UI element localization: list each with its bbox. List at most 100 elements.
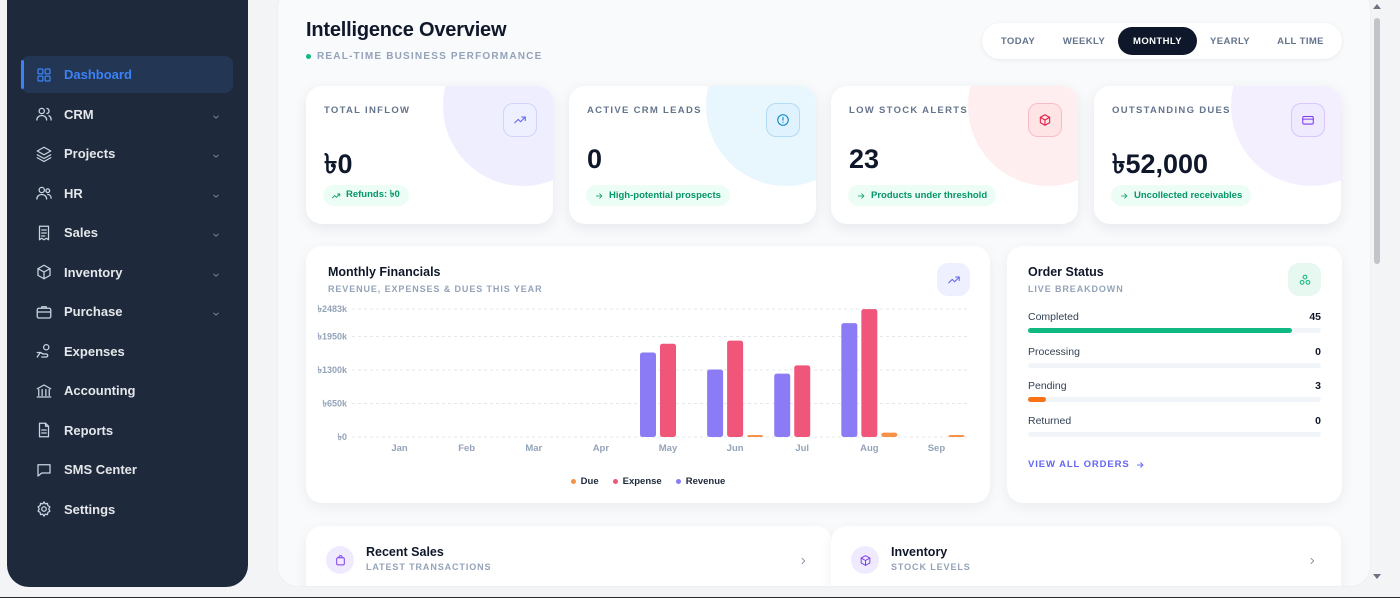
order-status-fill	[1028, 328, 1292, 333]
sidebar-item-label: Accounting	[64, 383, 136, 398]
sidebar-item-label: Sales	[64, 225, 98, 240]
time-range-tabs: TODAY WEEKLY MONTHLY YEARLY ALL TIME	[982, 23, 1342, 59]
sidebar-item-sms-center[interactable]: SMS Center	[21, 451, 233, 488]
hub-icon[interactable]	[1288, 263, 1321, 296]
page-scrollbar[interactable]	[1371, 0, 1383, 586]
hand-coins-icon	[35, 342, 53, 360]
chevron-down-icon[interactable]	[211, 188, 221, 198]
sidebar-item-inventory[interactable]: Inventory	[21, 254, 233, 291]
financials-title: Monthly Financials	[328, 265, 441, 279]
outstanding-dues-card[interactable]: OUTSTANDING DUES ৳52,000 Uncollected recei…	[1094, 86, 1341, 224]
sidebar-item-hr[interactable]: HR	[21, 175, 233, 212]
order-status-title: Order Status	[1028, 265, 1104, 279]
scroll-up-arrow-icon[interactable]	[1373, 4, 1381, 9]
arrow-right-icon	[1136, 461, 1144, 468]
stat-value: 0	[587, 144, 603, 174]
range-tab-yearly[interactable]: YEARLY	[1209, 35, 1251, 47]
sidebar-item-projects[interactable]: Projects	[21, 135, 233, 172]
chevron-down-icon[interactable]	[211, 148, 221, 158]
sidebar-item-crm[interactable]: CRM	[21, 96, 233, 133]
legend-item-due[interactable]: Due	[570, 476, 599, 487]
y-tick-label: ৳1950k	[317, 331, 348, 341]
bar-revenue-jul[interactable]	[774, 373, 791, 437]
sidebar-item-expenses[interactable]: Expenses	[21, 333, 233, 370]
chevron-down-icon[interactable]	[211, 267, 221, 277]
trend-up-icon[interactable]	[937, 263, 970, 296]
order-status-row: Returned 0	[1028, 415, 1321, 445]
user-group-icon	[35, 184, 53, 202]
live-indicator-dot	[306, 54, 311, 59]
order-status-track	[1028, 362, 1321, 368]
cube-icon	[1028, 103, 1062, 137]
range-tab-all-time[interactable]: ALL TIME	[1277, 35, 1324, 47]
total-inflow-card[interactable]: TOTAL INFLOW ৳0 Refunds: ৳0	[306, 86, 553, 224]
order-status-label: Returned	[1028, 414, 1072, 427]
bar-due-aug[interactable]	[881, 432, 898, 437]
sidebar-item-sales[interactable]: Sales	[21, 214, 233, 251]
legend-label: Due	[580, 476, 599, 487]
card-glow	[1231, 86, 1341, 186]
chevron-down-icon[interactable]	[211, 227, 221, 237]
stat-value: ৳0	[324, 149, 353, 179]
card-glow	[706, 86, 816, 186]
window-bottom-edge	[0, 597, 1400, 602]
range-tab-monthly[interactable]: MONTHLY	[1118, 27, 1197, 55]
bar-revenue-aug[interactable]	[841, 323, 858, 437]
receipt-icon	[35, 224, 53, 242]
bank-icon	[35, 382, 53, 400]
inventory-panel[interactable]: Inventory STOCK LEVELS	[831, 526, 1341, 586]
legend-item-expense[interactable]: Expense	[612, 476, 662, 487]
bar-expense-jul[interactable]	[794, 365, 811, 437]
credit-card-icon	[1291, 103, 1325, 137]
trend-up-icon	[503, 103, 537, 137]
bar-expense-jun[interactable]	[727, 340, 744, 437]
scroll-down-arrow-icon[interactable]	[1373, 574, 1381, 579]
sidebar-item-settings[interactable]: Settings	[21, 491, 233, 528]
order-status-count: 3	[1315, 380, 1321, 392]
x-tick-label: Jan	[391, 443, 408, 454]
box-icon	[35, 263, 53, 281]
chevron-right-icon[interactable]	[798, 553, 808, 565]
bar-due-sep[interactable]	[948, 434, 965, 437]
scroll-thumb[interactable]	[1374, 18, 1380, 264]
order-status-count: 0	[1315, 345, 1321, 358]
legend-label: Revenue	[685, 476, 726, 487]
chevron-down-icon[interactable]	[211, 109, 221, 119]
card-glow	[968, 86, 1078, 186]
low-stock-alerts-card[interactable]: LOW STOCK ALERTS 23 Products under thresho…	[831, 86, 1078, 224]
sidebar-item-reports[interactable]: Reports	[21, 412, 233, 449]
y-tick-label: ৳1300k	[317, 365, 348, 375]
chevron-right-icon[interactable]	[1307, 553, 1317, 565]
view-all-orders-link[interactable]: VIEW ALL ORDERS	[1028, 459, 1145, 470]
x-tick-label: Apr	[593, 443, 610, 454]
x-tick-label: Jun	[727, 443, 744, 454]
sidebar-item-purchase[interactable]: Purchase	[21, 293, 233, 330]
order-status-row: Completed 45	[1028, 311, 1321, 341]
chevron-down-icon[interactable]	[211, 306, 221, 316]
range-tab-weekly[interactable]: WEEKLY	[1062, 35, 1106, 47]
x-tick-label: Mar	[525, 443, 542, 454]
bar-revenue-may[interactable]	[640, 352, 656, 437]
active-crm-leads-card[interactable]: ACTIVE CRM LEADS 0 High-potential prospect…	[569, 86, 816, 224]
legend-item-revenue[interactable]: Revenue	[675, 476, 726, 487]
order-status-fill	[1028, 397, 1046, 402]
x-tick-label: Aug	[860, 443, 879, 454]
recent-sales-panel[interactable]: Recent Sales LATEST TRANSACTIONS	[306, 526, 832, 586]
layers-icon	[35, 145, 53, 163]
sidebar-nav: Dashboard CRM Projects HR Sales Inventory Purc…	[21, 56, 233, 530]
sidebar-item-label: Inventory	[64, 264, 123, 280]
x-tick-label: May	[659, 443, 678, 454]
bar-revenue-jun[interactable]	[707, 369, 724, 437]
stat-label: ACTIVE CRM LEADS	[587, 105, 702, 116]
bar-due-jun[interactable]	[747, 435, 764, 437]
legend-dot	[675, 479, 681, 484]
bar-expense-aug[interactable]	[861, 309, 878, 437]
sidebar-item-label: HR	[64, 185, 83, 201]
sidebar-item-dashboard[interactable]: Dashboard	[21, 56, 233, 93]
range-tab-today[interactable]: TODAY	[1000, 35, 1036, 47]
gear-icon	[35, 500, 53, 518]
bar-expense-may[interactable]	[660, 343, 676, 437]
sidebar-item-accounting[interactable]: Accounting	[21, 372, 233, 409]
alert-circle-icon	[766, 103, 800, 137]
page-subtitle-text: REAL-TIME BUSINESS PERFORMANCE	[317, 51, 543, 62]
